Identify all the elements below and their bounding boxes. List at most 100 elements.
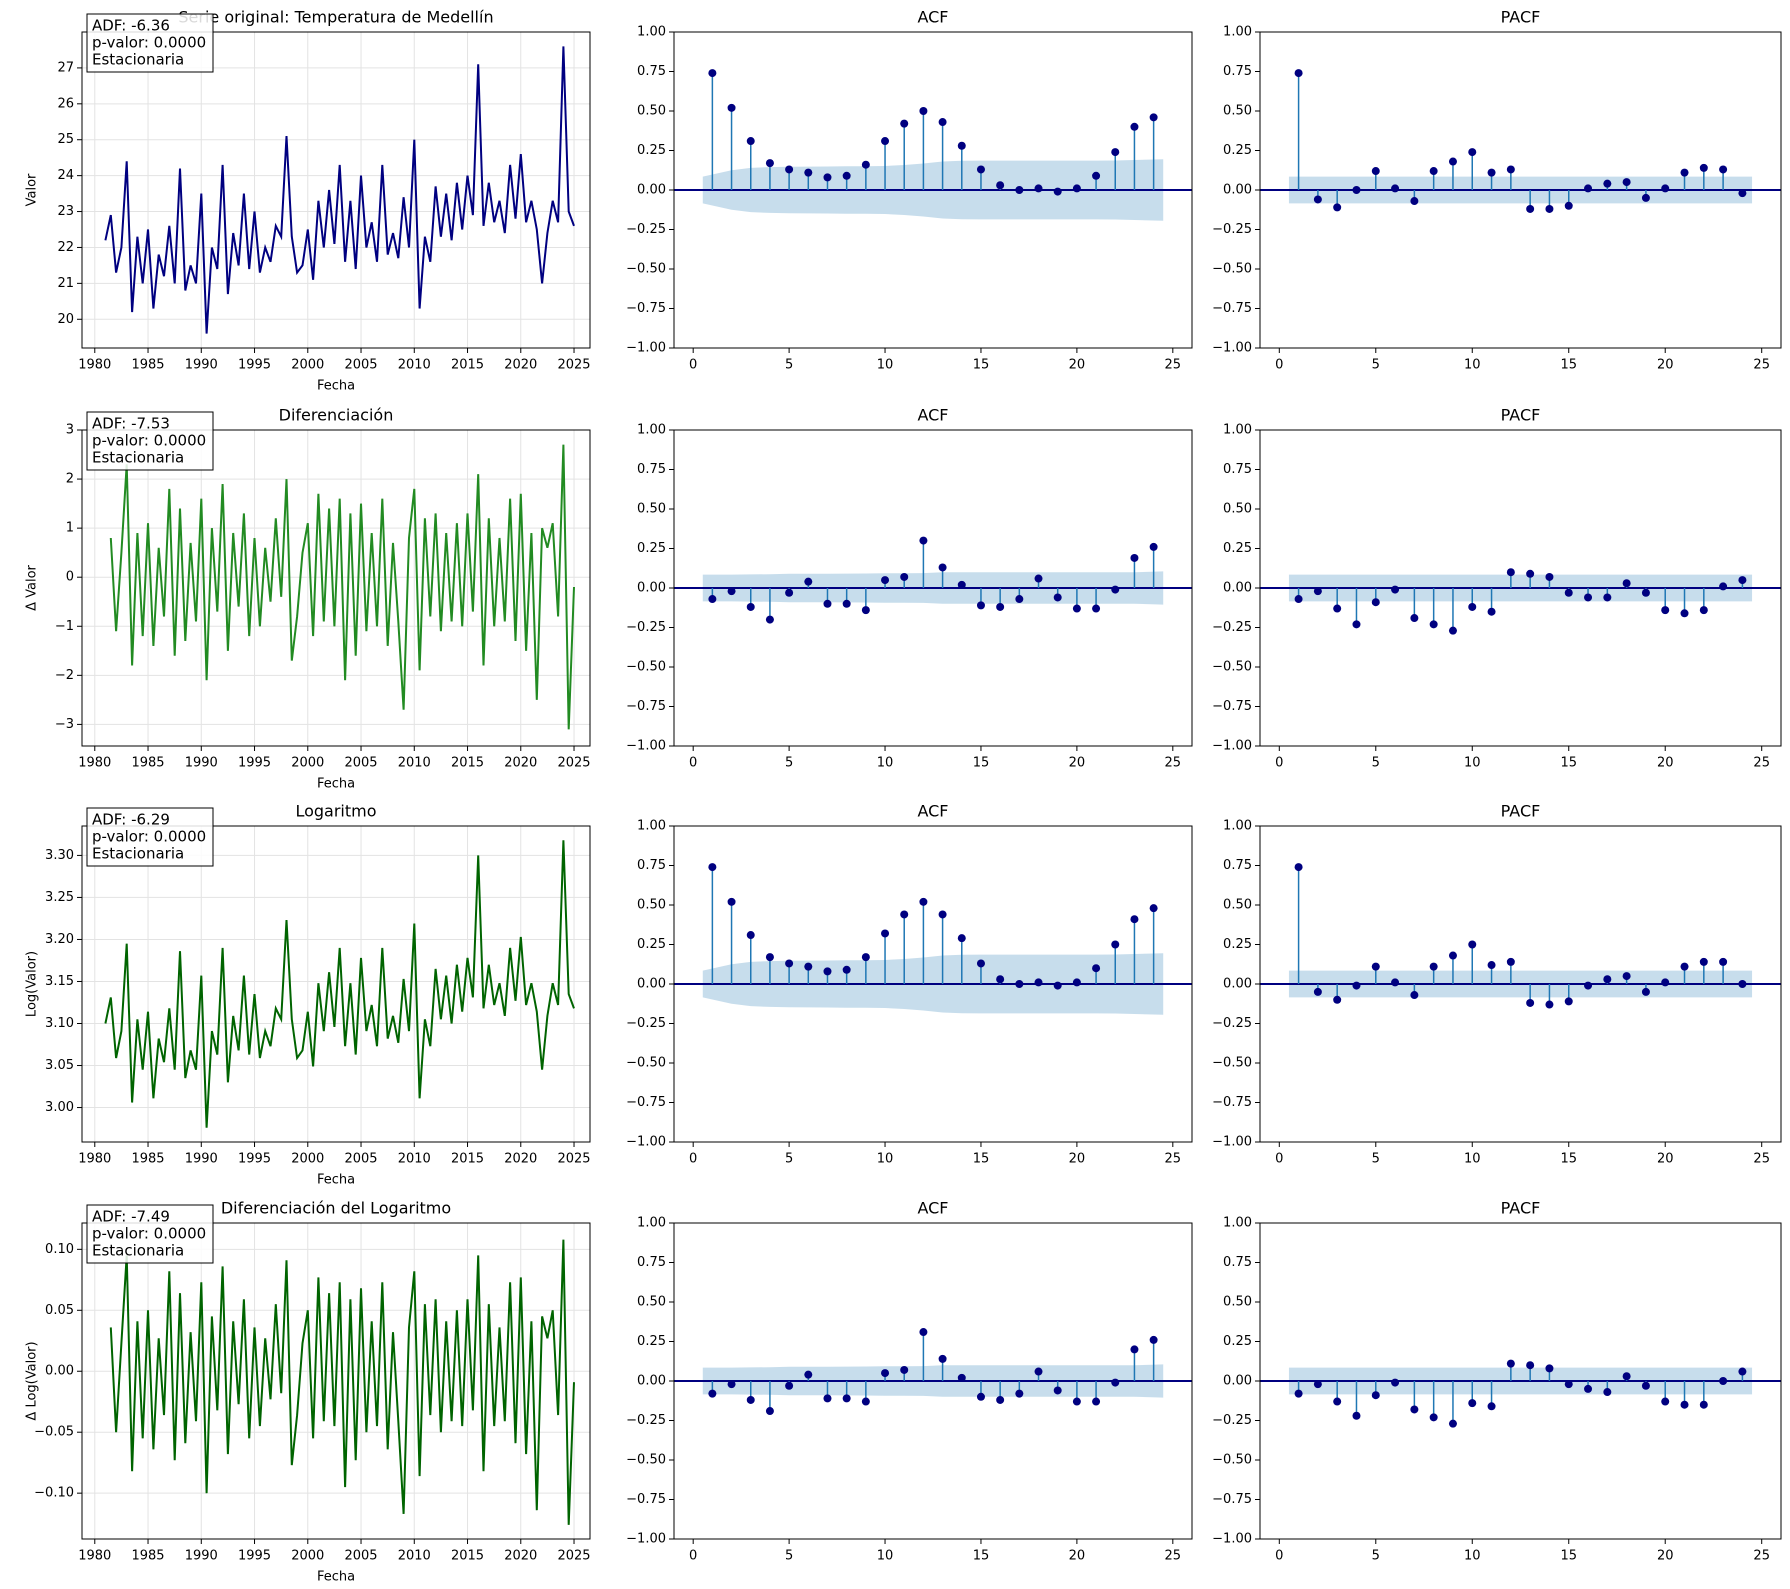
y-tick-label: 0.00 [637,977,666,992]
x-tick-label: 0 [689,756,697,771]
stem-marker [1584,1384,1593,1393]
stem-marker [1641,1381,1650,1390]
annotation-text: ADF: -7.49 [92,1208,170,1226]
stem-marker [1015,595,1024,604]
y-tick-label: 1.00 [637,819,666,834]
x-tick-label: 2025 [557,756,590,771]
stem-marker [1526,569,1535,578]
stem-marker [938,1354,947,1363]
stem-marker [919,536,928,545]
x-tick-label: 20 [1657,1549,1674,1564]
stem-marker [785,1381,794,1390]
stem-marker [1072,978,1081,987]
stem-marker [1641,193,1650,202]
y-tick-label: 0.50 [637,502,666,517]
annotation-box [86,1204,214,1264]
stem-marker [1564,997,1573,1006]
stem-marker [1391,184,1400,193]
stem-marker [1391,585,1400,594]
stem-marker [1699,163,1708,172]
x-tick-label: 0 [1275,1152,1283,1167]
y-tick-label: −1.00 [626,1135,666,1150]
stem-marker [804,168,813,177]
y-tick-label: −0.75 [626,1095,666,1110]
y-tick-label: 3.30 [45,848,74,863]
stem-marker [1053,187,1062,196]
y-tick-label: 0.50 [1223,104,1252,119]
stem-marker [1053,981,1062,990]
stem-marker [842,599,851,608]
x-tick-label: 2010 [398,1549,431,1564]
y-tick-label: 0.50 [1223,502,1252,517]
x-tick-label: 25 [1753,1549,1770,1564]
x-tick-label: 25 [1165,1549,1182,1564]
y-axis-label: Δ Log(Valor) [25,1341,40,1420]
stem-marker [1680,168,1689,177]
stem-marker [1603,593,1612,602]
chart-title: PACF [1501,1199,1541,1218]
y-tick-label: 0.50 [637,1295,666,1310]
annotation-text: p-valor: 0.0000 [92,34,206,52]
stem-marker [861,606,870,615]
y-tick-label: 3 [66,423,74,438]
stem-marker [1719,1377,1728,1385]
stem-marker [1506,568,1515,577]
stem-marker [996,975,1005,984]
y-tick-label: −0.75 [626,1492,666,1507]
y-tick-label: 0.75 [1223,858,1252,873]
stem-marker [1130,122,1139,131]
x-tick-label: 2015 [451,1549,484,1564]
y-tick-label: −0.75 [1212,301,1252,316]
stem-marker [1313,587,1322,596]
y-tick-label: −0.50 [1212,1453,1252,1468]
x-tick-label: 15 [1560,1152,1577,1167]
x-tick-label: 2015 [451,358,484,373]
y-tick-label: 0 [66,570,74,585]
stem-marker [708,595,717,604]
stem-marker [996,181,1005,190]
stem-marker [996,1395,1005,1404]
stem-marker [1149,113,1158,122]
stem-marker [881,929,890,938]
stem-marker [1294,595,1303,604]
x-tick-label: 2010 [398,1152,431,1167]
stem-marker [1506,1359,1515,1368]
stem-marker [1371,598,1380,607]
y-tick-label: −0.25 [626,1016,666,1031]
series-line [109,444,575,730]
stem-marker [1391,1378,1400,1387]
stem-marker [1448,626,1457,635]
x-tick-label: 5 [1372,358,1380,373]
stem-marker [746,1395,755,1404]
stem-marker [1072,184,1081,193]
y-tick-label: 0.25 [637,1334,666,1349]
y-tick-label: 25 [57,132,74,147]
annotation-text: ADF: -7.53 [92,415,170,433]
stem-marker [1429,962,1438,971]
y-tick-label: 0.00 [637,1374,666,1389]
y-tick-label: −0.50 [626,1453,666,1468]
y-tick-label: 0.75 [1223,1255,1252,1270]
stem-marker [1719,582,1728,591]
y-tick-label: 0.00 [1223,1374,1252,1389]
stem-marker [976,165,985,174]
stem-marker [1294,1389,1303,1398]
stem-marker [1448,1419,1457,1428]
y-tick-label: −0.25 [1212,222,1252,237]
x-tick-label: 2000 [291,358,324,373]
x-tick-label: 2020 [504,358,537,373]
stem-marker [1149,1335,1158,1344]
y-tick-label: 0.50 [637,898,666,913]
stem-marker [1545,1000,1554,1009]
stem-marker [1111,940,1120,949]
y-tick-label: 0.00 [1223,977,1252,992]
y-tick-label: −0.75 [626,301,666,316]
x-tick-label: 1980 [78,756,111,771]
chart-title: Diferenciación del Logaritmo [221,1199,451,1218]
y-tick-label: 21 [57,276,74,291]
y-tick-label: −1.00 [626,739,666,754]
x-tick-label: 0 [1275,1549,1283,1564]
stem-marker [765,1407,774,1416]
y-tick-label: −0.50 [626,262,666,277]
stem-marker [1584,593,1593,602]
